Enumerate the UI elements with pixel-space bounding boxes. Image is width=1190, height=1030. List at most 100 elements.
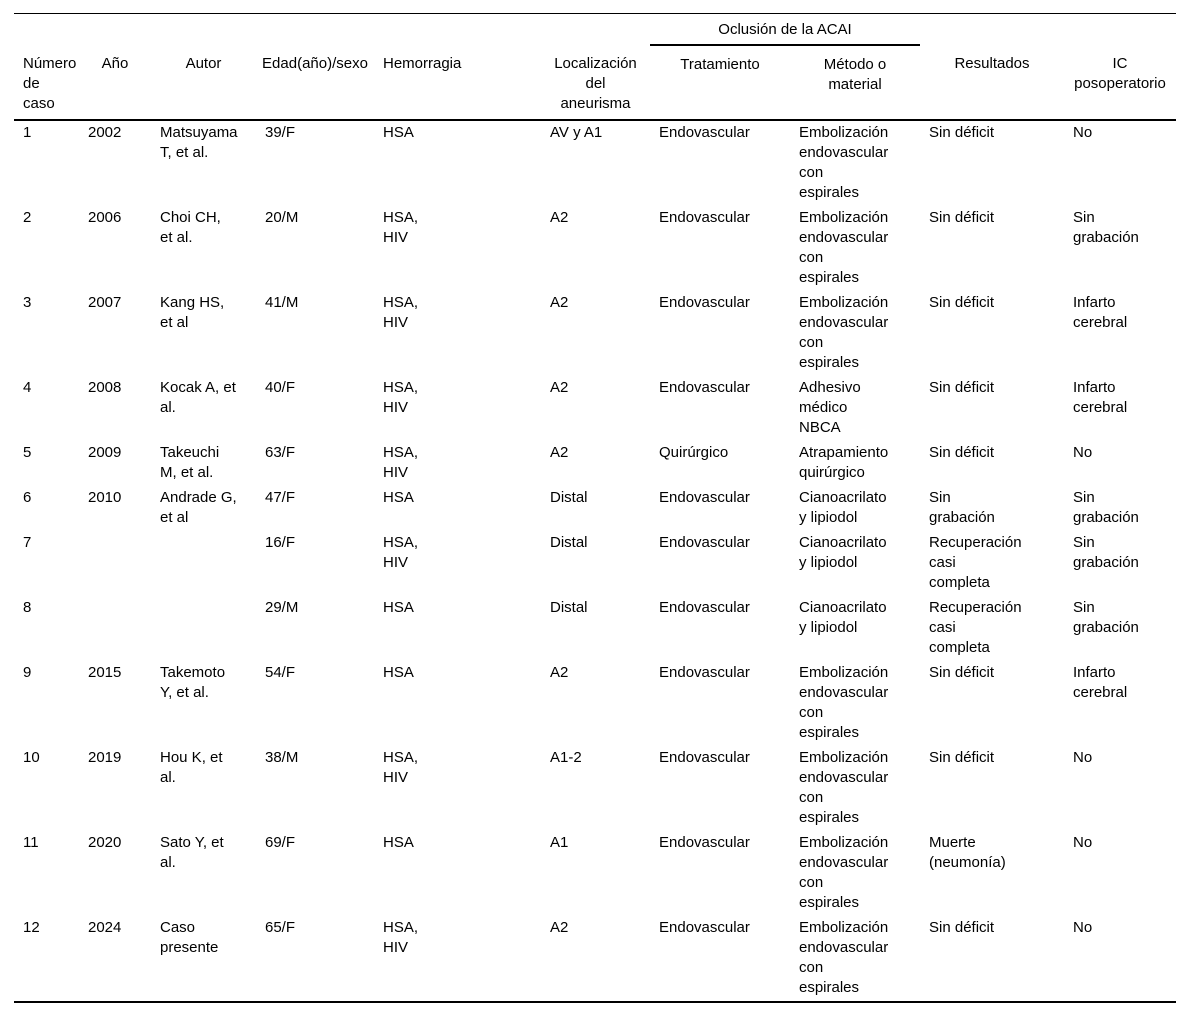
table-cell: No	[1073, 834, 1093, 851]
table-cell: A2	[550, 444, 569, 461]
table-row: 6 2010 Andrade G, et al 47/F HSA Distal …	[14, 486, 1176, 531]
table-cell: Infarto cerebral	[1073, 294, 1128, 331]
table-cell: 69/F	[265, 834, 296, 851]
table-cell: A1-2	[550, 749, 582, 766]
table-cell: 5	[23, 444, 32, 461]
table-cell: Kocak A, et al.	[160, 379, 236, 416]
table-cell: HSA, HIV	[383, 444, 419, 481]
table-cell: Sin grabación	[1073, 209, 1139, 246]
table-cell: Embolización endovascular con espirales	[799, 664, 889, 741]
table-cell: HSA, HIV	[383, 749, 419, 786]
table-cell: 10	[23, 749, 40, 766]
table-cell: Endovascular	[659, 834, 750, 851]
table-cell: Infarto cerebral	[1073, 379, 1128, 416]
table-cell: Sin déficit	[929, 664, 995, 681]
table-cell: No	[1073, 124, 1093, 141]
table-cell	[79, 531, 151, 596]
table-container: Oclusión de la ACAI Número de caso Año A…	[14, 13, 1176, 1003]
table-cell: 2009	[88, 444, 122, 461]
table-header: Oclusión de la ACAI Número de caso Año A…	[14, 13, 1176, 121]
table-cell: Endovascular	[659, 489, 750, 506]
column-header-autor: Autor	[151, 45, 256, 121]
table-cell: Quirúrgico	[659, 444, 729, 461]
table-body: 1 2002 Matsuyama T, et al. 39/F HSA AV y…	[14, 120, 1176, 1002]
table-cell: A2	[550, 664, 569, 681]
table-cell: Distal	[550, 489, 588, 506]
column-header-tratamiento: Tratamiento	[650, 45, 790, 121]
table-cell: 41/M	[265, 294, 299, 311]
table-cell: 3	[23, 294, 32, 311]
table-row: 8 29/M HSA Distal Endovascular Cianoacri…	[14, 596, 1176, 661]
table-cell: HSA, HIV	[383, 919, 419, 956]
column-header-localizacion: Localización del aneurisma	[541, 45, 650, 121]
table-cell: Sin grabación	[1073, 534, 1139, 571]
table-cell: A2	[550, 209, 569, 226]
table-cell: HSA	[383, 664, 414, 681]
table-cell: Sin déficit	[929, 749, 995, 766]
spanner-oclusion-acai: Oclusión de la ACAI	[650, 13, 920, 46]
table-cell: Distal	[550, 534, 588, 551]
column-header-ano: Año	[79, 45, 151, 121]
table-cell	[151, 596, 256, 661]
table-cell: 7	[23, 534, 32, 551]
table-row: 9 2015 Takemoto Y, et al. 54/F HSA A2 En…	[14, 661, 1176, 746]
table-cell: Recuperación casi completa	[929, 534, 1022, 591]
table-cell: Muerte (neumonía)	[929, 834, 1006, 871]
table-cell: Kang HS, et al	[160, 294, 225, 331]
table-cell: A1	[550, 834, 569, 851]
table-cell: Takeuchi M, et al.	[160, 444, 220, 481]
table-cell: 65/F	[265, 919, 296, 936]
table-cell: Embolización endovascular con espirales	[799, 124, 889, 201]
table-cell: HSA, HIV	[383, 209, 419, 246]
table-cell: Endovascular	[659, 749, 750, 766]
table-cell: Cianoacrilato y lipiodol	[799, 489, 887, 526]
table-cell: Sin déficit	[929, 209, 995, 226]
table-cell: Embolización endovascular con espirales	[799, 209, 889, 286]
table-cell: Endovascular	[659, 124, 750, 141]
table-cell: HSA	[383, 124, 414, 141]
table-cell: 2019	[88, 749, 122, 766]
table-cell: 2006	[88, 209, 122, 226]
table-cell: Choi CH, et al.	[160, 209, 221, 246]
table-cell	[79, 596, 151, 661]
table-cell: 12	[23, 919, 40, 936]
table-cell: Adhesivo médico NBCA	[799, 379, 861, 436]
column-header-edad-sexo: Edad(año)/sexo	[256, 45, 374, 121]
table-cell: Hou K, et al.	[160, 749, 223, 786]
table-cell: 20/M	[265, 209, 299, 226]
table-cell: 2010	[88, 489, 122, 506]
table-cell: Sin déficit	[929, 919, 995, 936]
table-cell: Endovascular	[659, 534, 750, 551]
table-row: 12 2024 Caso presente 65/F HSA, HIV A2 E…	[14, 916, 1176, 1002]
table-cell: 6	[23, 489, 32, 506]
table-cell: No	[1073, 749, 1093, 766]
table-row: 1 2002 Matsuyama T, et al. 39/F HSA AV y…	[14, 120, 1176, 206]
table-cell: 4	[23, 379, 32, 396]
table-cell: Sin grabación	[929, 489, 995, 526]
table-cell: HSA	[383, 489, 414, 506]
table-cell: Sin déficit	[929, 444, 995, 461]
table-cell: Sato Y, et al.	[160, 834, 224, 871]
table-cell: A2	[550, 919, 569, 936]
table-cell: HSA	[383, 834, 414, 851]
table-cell: Recuperación casi completa	[929, 599, 1022, 656]
table-cell: A2	[550, 379, 569, 396]
table-cell: Takemoto Y, et al.	[160, 664, 226, 701]
table-cell: 63/F	[265, 444, 296, 461]
table-cell: Sin grabación	[1073, 599, 1139, 636]
table-cell: Cianoacrilato y lipiodol	[799, 534, 887, 571]
table-cell: No	[1073, 919, 1093, 936]
table-cell: Sin déficit	[929, 124, 995, 141]
table-cell	[151, 531, 256, 596]
table-cell: HSA, HIV	[383, 534, 419, 571]
table-cell: 2024	[88, 919, 122, 936]
table-cell: Andrade G, et al	[160, 489, 237, 526]
table-cell: 2002	[88, 124, 122, 141]
table-cell: 2008	[88, 379, 122, 396]
table-cell: Cianoacrilato y lipiodol	[799, 599, 887, 636]
table-cell: Embolización endovascular con espirales	[799, 749, 889, 826]
table-cell: Distal	[550, 599, 588, 616]
table-cell: Embolización endovascular con espirales	[799, 834, 889, 911]
table-cell: 11	[23, 834, 39, 851]
table-cell: AV y A1	[550, 124, 603, 141]
